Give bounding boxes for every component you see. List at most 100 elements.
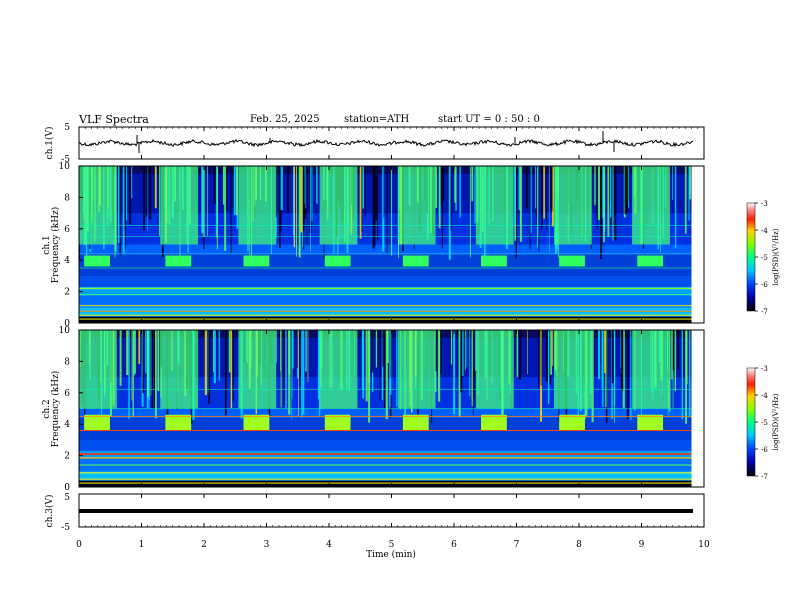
spectrogram-streak [464,330,466,370]
burst-band [559,255,585,267]
spectrogram-streak [525,166,528,208]
time-axis: 0 1 2 3 4 5 6 7 8 9 10 [76,127,710,550]
spectrogram-streak [440,166,443,205]
spectrogram-streak [466,330,468,368]
spectrogram-streak [472,330,474,416]
spectrogram-streak [147,330,150,398]
spectrogram-streak [541,166,543,230]
burst-cloud [554,166,592,245]
spectrogram-band [79,307,692,317]
spectrogram-ytick-label: 4 [64,256,70,266]
spectrogram-streak [293,166,294,236]
colorbar-tick-label: -5 [761,254,768,262]
spectrogram-streak [151,330,154,409]
spectrogram-streak [122,166,125,254]
spectrogram-streak [296,166,297,253]
spectrogram-streak [150,330,152,396]
spectrogram-streak [471,330,474,407]
spectrogram-streak [439,330,442,375]
burst-band [559,414,585,431]
spectrogram-line [79,464,692,466]
spectrogram-streak [519,330,522,380]
spectrogram-line [79,287,692,290]
spectrogram-streak [591,330,594,423]
spectrogram-streak [155,330,157,419]
spectrogram-streak [306,166,308,246]
burst-band [637,414,664,431]
spectrogram-line [79,457,692,459]
spectrogram-streak [285,330,287,410]
xtick-label: 5 [389,540,395,550]
spectrogram-streak [125,166,126,250]
ch1-colorbar-label: log(PSD)(V²/Hz) [772,228,780,285]
spectrogram-streak [390,330,392,395]
spectrogram-band [79,275,692,287]
spectrogram-streak [283,330,285,406]
ch3-ytick-5: 5 [64,493,70,503]
spectrogram-streak [685,330,687,424]
spectrogram-streak [471,330,473,400]
spectrogram-streak [602,330,604,407]
spectrogram-streak [298,330,300,386]
spectrogram-streak [435,166,437,208]
spectrogram-streak [128,330,130,419]
spectrogram-streak [145,166,148,217]
spectrogram-streak [519,166,522,242]
burst-band [84,414,110,431]
spectrogram-streak [375,330,378,368]
spectrogram-streak [149,166,152,220]
spectrogram-streak [438,330,441,402]
spectrogram-streak [365,330,368,402]
spectrogram-streak [302,330,305,415]
spectrogram-ytick-label: 10 [59,162,71,172]
ch2-colorbar: -3 -4 -5 -6 -7 log(PSD)(V²/Hz) [746,365,780,481]
spectrogram-streak [159,166,160,236]
spectrogram-streak [438,166,440,216]
spectrogram-streak [143,166,145,231]
spectrogram-streak [305,330,307,372]
spectrogram-streak [622,330,625,408]
spectrogram-streak [454,330,456,417]
burst-cloud [475,166,514,245]
spectrogram-streak [527,330,528,374]
spectrogram-band [79,480,692,487]
ch3-ylabel: ch.3(V) [44,495,55,528]
ch3-ytick-neg5: -5 [61,523,70,533]
spectrogram-streak [552,330,554,366]
spectrogram-streak [362,166,364,209]
spectrogram-streak [537,330,539,389]
spectrogram-nodata [691,330,704,487]
spectrogram-streak [530,166,532,233]
xtick-label: 10 [698,540,710,550]
spectrogram-streak [538,166,540,252]
colorbar-tick-label: -3 [761,365,768,373]
spectrogram-ytick-label: 0 [64,483,70,493]
spectrogram-streak [535,166,537,209]
spectrogram-streak [298,330,299,417]
spectrogram-streak [368,330,371,423]
spectrogram-streak [610,166,612,218]
spectrogram-line [79,482,692,484]
spectrogram-streak [515,166,517,259]
spectrogram-streak [382,166,385,252]
spectrogram-streak [142,330,144,394]
spectrogram-streak [235,166,238,215]
spectrogram-streak [460,330,463,393]
spectrogram-streak [145,330,147,367]
spectrogram-ytick-label: 6 [64,225,70,235]
spectrogram-streak [298,166,301,258]
spectrogram-streak [377,166,379,241]
spectrogram-streak [612,166,614,241]
spectrogram-streak [387,330,389,363]
burst-cloud [397,166,436,245]
burst-cloud [397,330,436,409]
spectrogram-streak [148,330,150,400]
spectrogram-streak [131,330,133,401]
spectrogram-band [79,286,692,295]
spectrogram-streak [674,330,677,392]
spectrogram-streak [307,330,309,383]
spectrogram-streak [124,166,126,231]
xtick-label: 0 [76,540,82,550]
spectrogram-streak [126,166,128,221]
spectrogram-streak [545,330,548,382]
